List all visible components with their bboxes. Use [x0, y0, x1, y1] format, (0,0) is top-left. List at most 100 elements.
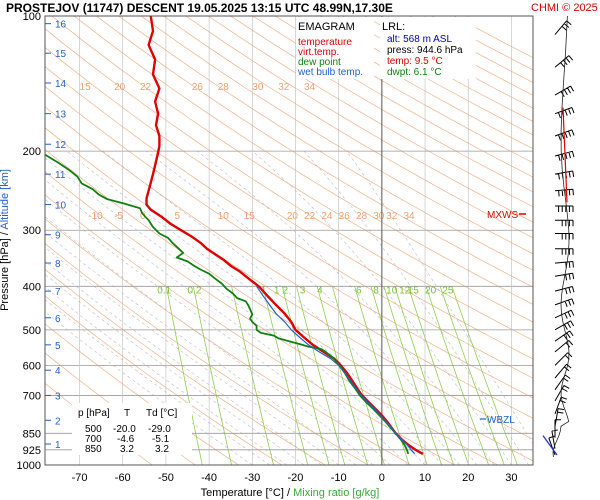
y-tick-label: 200	[23, 146, 41, 158]
x-tick-label: 30	[505, 472, 517, 484]
y-tick-label: 100	[23, 11, 41, 23]
table-cell: 700	[85, 434, 102, 445]
dry-adiabat	[96, 16, 533, 288]
wbzl-label: WBZL	[487, 415, 515, 426]
x-axis-label-group: Temperature [°C] / Mixing ratio [g/kg]	[201, 487, 380, 499]
mixing-ratio-label: 0.1	[157, 286, 171, 297]
wind-profile-panel	[542, 15, 575, 458]
mixing-ratio-label: 3	[300, 286, 306, 297]
moist-adiabat	[146, 150, 478, 465]
lrl-pressure: press: 944.6 hPa	[387, 45, 463, 56]
y-tick-label: 600	[23, 360, 41, 372]
theta-label: 20	[287, 211, 299, 222]
y-tick-label: 700	[23, 390, 41, 402]
dry-adiabat	[207, 16, 533, 208]
altitude-tick-label: 13	[55, 110, 67, 121]
moist-adiabat	[45, 299, 270, 465]
table-cell: 3.2	[155, 444, 169, 455]
theta-label: 26	[192, 82, 204, 93]
y-tick-label: 850	[23, 428, 41, 440]
moist-adiabat	[45, 286, 287, 465]
sounding-table: p [hPa] T Td [°C] 500 -20.0 -29.0 700 -4…	[72, 403, 192, 455]
dry-adiabat	[185, 16, 533, 223]
x-tick-label: 20	[462, 472, 474, 484]
theta-label: 32	[278, 82, 290, 93]
mixing-ratio-label: 6	[356, 286, 362, 297]
theta-label: 20	[114, 82, 126, 93]
dry-adiabat	[45, 28, 533, 341]
mixing-ratio-label: 4	[317, 286, 323, 297]
lrl-dewpoint: dwpt: 6.1 °C	[387, 67, 442, 78]
altitude-tick-label: 16	[55, 20, 67, 31]
moist-adiabat	[45, 273, 305, 465]
legend-item-dew-point: dew point	[298, 57, 341, 68]
mixing-ratio-label: 12	[399, 286, 411, 297]
lrl-altitude: alt: 568 m ASL	[387, 34, 452, 45]
lrl-box: LRL: alt: 568 m ASL press: 944.6 hPa tem…	[380, 17, 476, 79]
altitude-tick-label: 10	[55, 201, 67, 212]
theta-label: 28	[218, 82, 230, 93]
x-axis-label-mixing: Mixing ratio [g/kg]	[293, 487, 379, 499]
altitude-tick-label: 15	[55, 49, 67, 60]
table-header-td: Td [°C]	[146, 408, 177, 419]
altitude-tick-label: 14	[55, 79, 67, 90]
table-cell: 500	[85, 424, 102, 435]
theta-label: 30	[373, 211, 385, 222]
theta-label: 30	[252, 82, 264, 93]
theta-label: 22	[304, 211, 316, 222]
table-cell: -5.1	[152, 434, 170, 445]
theta-label: -10	[88, 211, 103, 222]
legend-title: EMAGRAM	[298, 21, 355, 33]
theta-label: 5	[175, 211, 181, 222]
x-tick-label: -40	[201, 472, 217, 484]
legend-item-wet-bulb: wet bulb temp.	[297, 67, 363, 78]
x-tick-label: -50	[158, 472, 174, 484]
theta-label: 34	[403, 211, 415, 222]
series-dew-point	[45, 153, 410, 455]
table-cell: 3.2	[120, 444, 134, 455]
dry-adiabat	[45, 66, 533, 379]
y-axis-label-group: Pressure [hPa] / Altitude [km]	[0, 169, 11, 311]
altitude-tick-label: 4	[55, 366, 61, 377]
y-tick-label: 1000	[17, 460, 41, 472]
legend-item-temperature: temperature	[298, 37, 352, 48]
lrl-temp: temp: 9.5 °C	[387, 56, 443, 67]
table-header-p: p [hPa]	[78, 408, 110, 419]
mxws-label: MXWS	[487, 210, 518, 221]
lrl-title: LRL:	[382, 21, 405, 33]
theta-label: 34	[304, 82, 316, 93]
altitude-tick-label: 5	[55, 341, 61, 352]
temperature-gridlines: -70 -60 -50 -40 -30 -20 -10 0 10 20 30	[72, 16, 518, 484]
theta-label: 26	[339, 211, 351, 222]
altitude-tick-label: 6	[55, 314, 61, 325]
dry-adiabat	[118, 16, 533, 271]
chart-title: PROSTEJOV (11747) DESCENT 19.05.2025 13:…	[6, 1, 393, 15]
wind-low-segment	[542, 435, 558, 456]
altitude-tick-label: 2	[55, 416, 61, 427]
x-tick-label: -60	[115, 472, 131, 484]
mixing-ratio-label: 0.2	[188, 286, 202, 297]
x-axis-label: Temperature [°C]	[201, 487, 284, 499]
table-header-t: T	[124, 408, 130, 419]
altitude-tick-label: 11	[55, 170, 66, 181]
legend: EMAGRAM temperature virt.temp. dew point…	[296, 17, 374, 79]
dry-adiabat	[45, 85, 533, 399]
moist-adiabat	[45, 311, 253, 465]
mixing-ratio-label: 1	[274, 286, 280, 297]
y-axis-label: Pressure [hPa]	[0, 238, 11, 311]
table-cell: -29.0	[148, 424, 171, 435]
altitude-tick-label: 7	[55, 287, 61, 298]
x-tick-label: -20	[288, 472, 304, 484]
series-temperature	[145, 16, 424, 455]
dry-adiabat	[73, 16, 533, 305]
theta-label: 15	[244, 211, 256, 222]
dry-adiabat	[51, 16, 533, 323]
x-tick-label: -30	[244, 472, 260, 484]
series-wet-bulb-temp-	[256, 285, 416, 455]
theta-label: 0	[140, 211, 146, 222]
dry-adiabat	[163, 16, 533, 239]
altitude-tick-label: 12	[55, 140, 67, 151]
x-tick-label: 0	[379, 472, 385, 484]
altitude-tick-label: 3	[55, 391, 61, 402]
theta-label: 24	[321, 211, 333, 222]
